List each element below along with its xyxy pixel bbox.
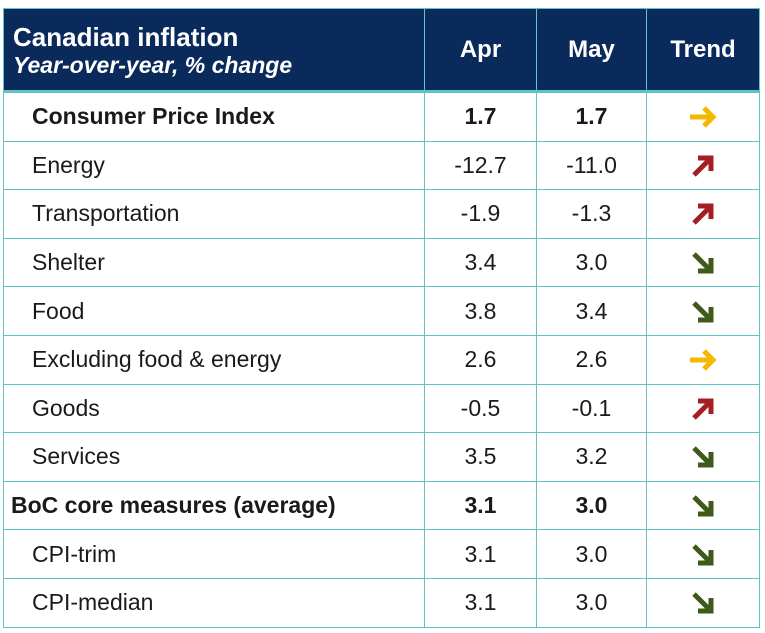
table-row: BoC core measures (average) 3.1 3.0 bbox=[3, 480, 760, 531]
row-label: Energy bbox=[3, 140, 425, 191]
table-row: CPI-trim 3.1 3.0 bbox=[3, 529, 760, 579]
down-right-arrow-icon bbox=[692, 252, 714, 274]
apr-value: 2.6 bbox=[424, 334, 537, 385]
column-header-apr: Apr bbox=[424, 8, 537, 93]
up-right-arrow-icon bbox=[692, 398, 714, 420]
table-row: Consumer Price Index 1.7 1.7 bbox=[3, 91, 760, 142]
table-row: CPI-median 3.1 3.0 bbox=[3, 577, 760, 628]
column-header-may: May bbox=[536, 8, 647, 93]
may-value: -1.3 bbox=[536, 189, 647, 239]
table-row: Goods -0.5 -0.1 bbox=[3, 383, 760, 434]
may-value: -0.1 bbox=[536, 383, 647, 434]
may-value: 1.7 bbox=[536, 91, 647, 142]
table-row: Services 3.5 3.2 bbox=[3, 432, 760, 482]
row-label: BoC core measures (average) bbox=[3, 480, 425, 531]
trend-cell bbox=[646, 140, 760, 191]
right-arrow-icon bbox=[690, 106, 717, 129]
apr-value: 3.4 bbox=[424, 237, 537, 288]
table-subtitle: Year-over-year, % change bbox=[13, 51, 293, 78]
row-label: Services bbox=[3, 432, 425, 482]
up-right-arrow-icon bbox=[692, 155, 714, 177]
row-label: Goods bbox=[3, 383, 425, 434]
apr-value: -1.9 bbox=[424, 189, 537, 239]
table-row: Energy -12.7 -11.0 bbox=[3, 140, 760, 191]
trend-cell bbox=[646, 383, 760, 434]
inflation-table: Canadian inflation Year-over-year, % cha… bbox=[3, 8, 760, 628]
trend-cell bbox=[646, 189, 760, 239]
may-value: 3.0 bbox=[536, 480, 647, 531]
may-value: 3.0 bbox=[536, 577, 647, 628]
up-right-arrow-icon bbox=[692, 203, 714, 226]
trend-cell bbox=[646, 529, 760, 579]
trend-cell bbox=[646, 91, 760, 142]
apr-value: -0.5 bbox=[424, 383, 537, 434]
apr-value: 3.8 bbox=[424, 286, 537, 336]
down-right-arrow-icon bbox=[692, 592, 714, 614]
down-right-arrow-icon bbox=[692, 446, 714, 468]
row-label: Shelter bbox=[3, 237, 425, 288]
down-right-arrow-icon bbox=[692, 495, 714, 517]
table-row: Shelter 3.4 3.0 bbox=[3, 237, 760, 288]
table-row: Transportation -1.9 -1.3 bbox=[3, 189, 760, 239]
trend-cell bbox=[646, 286, 760, 336]
table-title-cell: Canadian inflation Year-over-year, % cha… bbox=[3, 8, 425, 93]
column-header-trend: Trend bbox=[646, 8, 760, 93]
row-label: Transportation bbox=[3, 189, 425, 239]
apr-value: 3.5 bbox=[424, 432, 537, 482]
right-arrow-icon bbox=[690, 349, 717, 371]
may-value: 3.4 bbox=[536, 286, 647, 336]
row-label: Consumer Price Index bbox=[3, 91, 425, 142]
trend-cell bbox=[646, 577, 760, 628]
inflation-table-container: Canadian inflation Year-over-year, % cha… bbox=[3, 8, 760, 628]
trend-cell bbox=[646, 334, 760, 385]
table-header-row: Canadian inflation Year-over-year, % cha… bbox=[3, 8, 760, 93]
table-title: Canadian inflation bbox=[13, 21, 239, 52]
down-right-arrow-icon bbox=[692, 543, 714, 566]
row-label: Excluding food & energy bbox=[3, 334, 425, 385]
row-label: CPI-median bbox=[3, 577, 425, 628]
may-value: 3.0 bbox=[536, 237, 647, 288]
apr-value: 3.1 bbox=[424, 480, 537, 531]
apr-value: 3.1 bbox=[424, 529, 537, 579]
trend-cell bbox=[646, 480, 760, 531]
down-right-arrow-icon bbox=[692, 300, 714, 323]
trend-cell bbox=[646, 237, 760, 288]
table-row: Excluding food & energy 2.6 2.6 bbox=[3, 334, 760, 385]
apr-value: 3.1 bbox=[424, 577, 537, 628]
may-value: 2.6 bbox=[536, 334, 647, 385]
may-value: -11.0 bbox=[536, 140, 647, 191]
may-value: 3.0 bbox=[536, 529, 647, 579]
row-label: Food bbox=[3, 286, 425, 336]
may-value: 3.2 bbox=[536, 432, 647, 482]
table-row: Food 3.8 3.4 bbox=[3, 286, 760, 336]
row-label: CPI-trim bbox=[3, 529, 425, 579]
apr-value: -12.7 bbox=[424, 140, 537, 191]
trend-cell bbox=[646, 432, 760, 482]
apr-value: 1.7 bbox=[424, 91, 537, 142]
